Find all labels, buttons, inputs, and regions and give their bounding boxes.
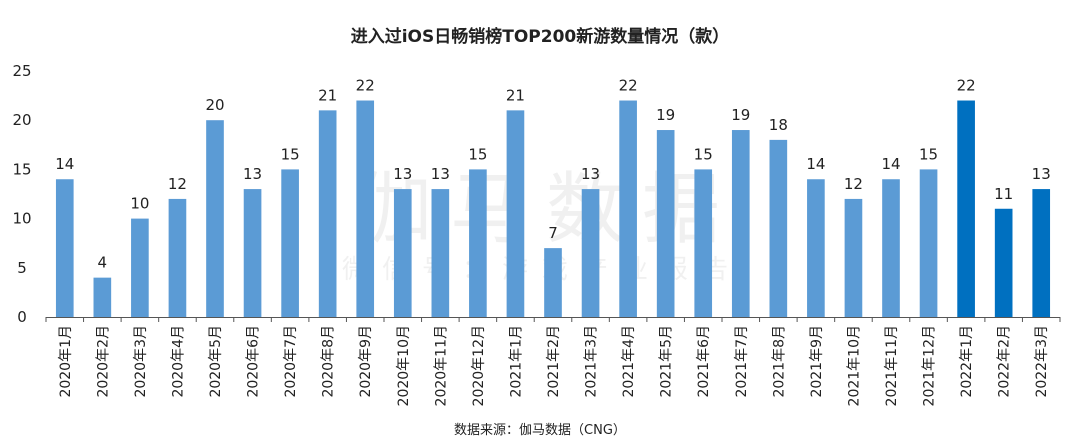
x-tick-label: 2020年2月 [95,325,111,398]
data-label: 13 [581,165,600,183]
data-label: 22 [957,77,976,95]
y-tick-label: 15 [12,160,31,178]
bar [55,179,74,317]
x-tick-label: 2020年11月 [433,325,449,406]
data-label: 7 [548,224,558,242]
data-label: 11 [994,185,1013,203]
x-tick-label: 2022年2月 [997,325,1013,398]
bar [544,248,562,317]
chart-title: 进入过iOS日畅销榜TOP200新游数量情况（款） [351,26,730,47]
y-tick-label: 0 [17,308,27,326]
data-label: 15 [694,145,713,163]
bar [131,218,149,317]
data-label: 14 [881,155,900,173]
x-tick-label: 2021年4月 [621,325,637,398]
x-tick-label: 2021年1月 [508,325,524,398]
data-label: 14 [806,155,825,173]
source-note: 数据来源：伽马数据（CNG） [454,423,626,438]
bar [281,169,299,317]
bar [882,179,900,317]
bar [168,198,187,317]
x-tick-label: 2020年1月 [58,325,74,398]
data-label: 15 [468,145,487,163]
x-tick-label: 2021年2月 [546,325,562,398]
data-label: 12 [844,175,863,193]
bar [731,130,750,317]
bar [957,100,975,318]
bar [919,169,938,317]
bar [769,139,788,317]
x-tick-label: 2020年8月 [321,325,337,398]
x-tick-label: 2021年6月 [696,325,712,398]
data-label: 18 [769,116,788,134]
data-label: 4 [98,254,108,272]
x-tick-label: 2020年12月 [471,325,487,406]
bar [93,277,112,317]
data-label: 19 [656,106,675,124]
y-tick-label: 20 [12,111,31,129]
data-label: 14 [55,155,74,173]
bar [506,110,525,317]
x-labels: 2020年1月 2020年2月 2020年3月 2020年4月 2020年5月 2020年… [45,317,1061,406]
bar [393,189,412,317]
data-label: 13 [1032,165,1051,183]
data-label: 15 [281,145,300,163]
x-tick-label: 2021年11月 [884,325,900,406]
x-tick-label: 2020年5月 [208,325,224,398]
bar [431,189,450,317]
x-tick-label: 2022年3月 [1034,325,1050,398]
y-tick-label: 10 [12,210,31,228]
bar [694,169,713,317]
bar [844,198,863,317]
bars [55,100,1051,318]
x-tick-label: 2020年4月 [170,325,186,398]
bar [206,120,224,317]
data-label: 10 [130,195,149,213]
y-tick-label: 25 [12,62,31,80]
data-label: 13 [393,165,412,183]
data-label: 22 [619,77,638,95]
bar [318,110,337,317]
x-tick-label: 2020年9月 [358,325,374,398]
x-tick-label: 2021年5月 [659,325,675,398]
x-tick-label: 2021年9月 [809,325,825,398]
bar [807,179,825,317]
x-tick-label: 2020年3月 [133,325,149,398]
data-label: 22 [356,77,375,95]
bar [994,208,1013,317]
data-label: 19 [731,106,750,124]
x-tick-label: 2021年7月 [734,325,750,398]
data-label: 13 [431,165,450,183]
bar [619,100,637,318]
data-label: 21 [318,86,337,104]
x-tick-label: 2021年3月 [584,325,600,398]
y-axis: 0 5 10 15 20 25 [12,62,31,326]
bar [1032,189,1051,317]
x-tick-label: 2021年10月 [846,325,862,406]
data-labels: 14 4 10 12 20 13 15 21 22 13 13 15 21 7 13 22 19 15 19 18 14… [55,77,1051,272]
bar [356,100,375,318]
data-label: 12 [168,175,187,193]
x-tick-label: 2020年7月 [283,325,299,398]
bar [243,189,262,317]
data-label: 20 [205,96,224,114]
x-tick-label: 2020年6月 [246,325,262,398]
bar [581,189,600,317]
bar [656,130,675,317]
data-label: 21 [506,86,525,104]
x-tick-label: 2021年12月 [922,325,938,406]
x-tick-label: 2022年1月 [959,325,975,398]
data-label: 15 [919,145,938,163]
bar [469,169,487,317]
data-label: 13 [243,165,262,183]
x-tick-label: 2021年8月 [771,325,787,398]
y-tick-label: 5 [17,259,27,277]
x-tick-label: 2020年10月 [396,325,412,406]
